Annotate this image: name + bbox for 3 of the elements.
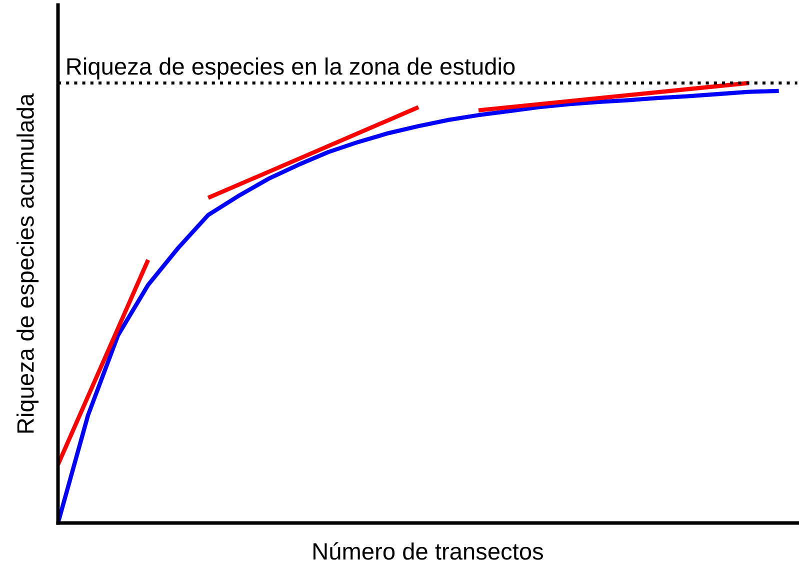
- ref-line-label: Riqueza de especies en la zona de estudio: [67, 57, 515, 80]
- y-axis-title: Riqueza de especies acumulada: [16, 93, 39, 433]
- x-axis-title: Número de transectos: [314, 542, 543, 560]
